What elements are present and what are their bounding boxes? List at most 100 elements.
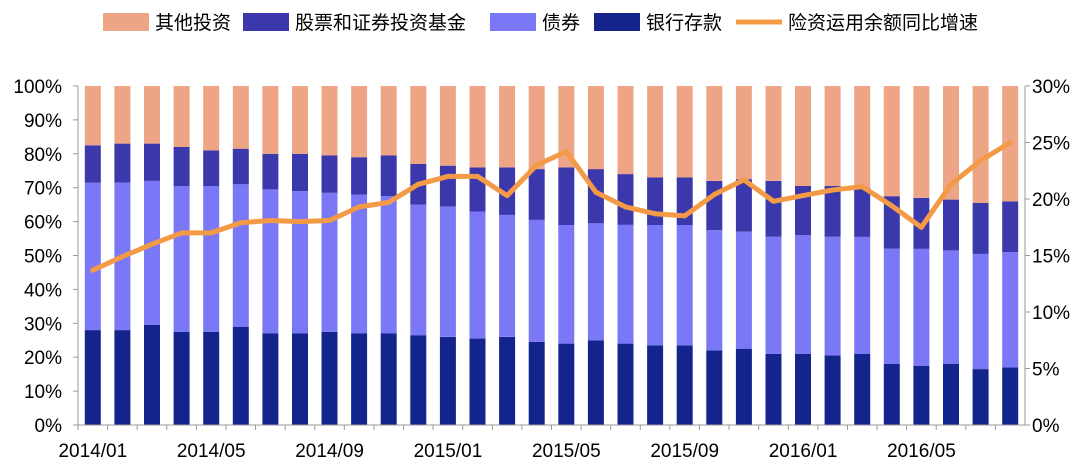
y-left-tick-label: 100% bbox=[13, 77, 62, 98]
legend-swatch-股票和证券投资基金 bbox=[243, 13, 289, 31]
growth-point-2014-07 bbox=[267, 218, 273, 223]
bar-segment-2014-09-股票和证券投资基金 bbox=[321, 155, 338, 193]
bar-segment-2015-07-其他投资 bbox=[617, 86, 634, 175]
bar-segment-2014-12-其他投资 bbox=[410, 86, 427, 164]
bar-segment-2014-10-银行存款 bbox=[351, 333, 368, 425]
bar-segment-2015-08-债券 bbox=[647, 225, 664, 346]
bar-segment-2015-06-银行存款 bbox=[587, 340, 604, 426]
bar-segment-2015-02-债券 bbox=[469, 211, 486, 339]
bar-segment-2014-01-其他投资 bbox=[84, 86, 101, 146]
bar-segment-2015-03-债券 bbox=[499, 214, 516, 337]
bar-segment-2015-04-其他投资 bbox=[528, 86, 545, 170]
bar-segment-2016-08-股票和证券投资基金 bbox=[1002, 201, 1019, 253]
bar-segment-2014-05-债券 bbox=[203, 186, 220, 332]
bar-segment-2014-02-其他投资 bbox=[114, 86, 131, 144]
bar-segment-2014-05-其他投资 bbox=[203, 86, 220, 151]
bar-segment-2016-05-银行存款 bbox=[913, 365, 930, 425]
growth-point-2016-08 bbox=[1007, 140, 1013, 145]
bar-segment-2014-11-银行存款 bbox=[380, 333, 397, 425]
bar-segment-2016-01-其他投资 bbox=[795, 86, 811, 186]
legend-label: 股票和证券投资基金 bbox=[295, 12, 466, 34]
bar-segment-2016-03-债券 bbox=[854, 236, 871, 354]
bar-segment-2014-04-其他投资 bbox=[173, 86, 190, 147]
bar-segment-2016-04-其他投资 bbox=[883, 86, 900, 197]
growth-point-2016-07 bbox=[978, 158, 984, 164]
x-tick-label: 2015/09 bbox=[650, 441, 719, 462]
growth-point-2014-06 bbox=[238, 220, 244, 226]
y-left-tick-label: 40% bbox=[24, 280, 62, 301]
bar-segment-2014-01-银行存款 bbox=[84, 330, 101, 425]
bar-segment-2014-07-债券 bbox=[262, 189, 279, 334]
bar-segment-2014-12-银行存款 bbox=[410, 335, 427, 425]
bar-segment-2015-03-股票和证券投资基金 bbox=[499, 167, 516, 215]
bar-segment-2015-07-银行存款 bbox=[617, 343, 634, 425]
legend-label: 其他投资 bbox=[155, 12, 231, 34]
bar-segment-2014-10-其他投资 bbox=[351, 86, 368, 158]
bar-segment-2016-07-股票和证券投资基金 bbox=[972, 203, 989, 254]
growth-point-2015-03 bbox=[504, 193, 510, 199]
y-left-tick-label: 30% bbox=[24, 314, 62, 335]
bar-segment-2016-08-债券 bbox=[1002, 252, 1019, 368]
bar-segment-2015-01-债券 bbox=[439, 206, 456, 337]
bars-group bbox=[84, 86, 1019, 426]
bar-segment-2015-05-银行存款 bbox=[558, 343, 575, 425]
bar-segment-2015-09-其他投资 bbox=[676, 86, 693, 178]
bar-segment-2015-10-债券 bbox=[706, 230, 723, 351]
bar-segment-2015-12-其他投资 bbox=[765, 86, 782, 181]
growth-point-2016-03 bbox=[859, 184, 865, 190]
growth-point-2014-02 bbox=[119, 254, 125, 260]
growth-point-2014-12 bbox=[415, 181, 421, 187]
y-left-tick-label: 70% bbox=[24, 179, 62, 200]
growth-point-2016-04 bbox=[889, 203, 895, 209]
bar-segment-2016-01-银行存款 bbox=[795, 353, 811, 425]
bar-segment-2014-08-股票和证券投资基金 bbox=[292, 153, 308, 192]
bar-segment-2015-01-银行存款 bbox=[439, 336, 456, 425]
bar-segment-2016-03-银行存款 bbox=[854, 353, 871, 425]
x-tick-label: 2016/01 bbox=[769, 441, 838, 462]
growth-point-2016-06 bbox=[948, 181, 954, 187]
bar-segment-2016-02-银行存款 bbox=[824, 355, 841, 425]
bar-segment-2014-05-股票和证券投资基金 bbox=[203, 150, 220, 186]
bar-segment-2016-03-其他投资 bbox=[854, 86, 871, 188]
bar-segment-2015-10-银行存款 bbox=[706, 350, 723, 425]
legend-swatch-银行存款 bbox=[594, 13, 640, 31]
growth-rate-line bbox=[90, 140, 1013, 273]
y-right-tick-label: 15% bbox=[1032, 247, 1070, 268]
bar-segment-2015-07-股票和证券投资基金 bbox=[617, 174, 634, 225]
bar-segment-2016-06-股票和证券投资基金 bbox=[943, 199, 959, 251]
bar-segment-2016-07-债券 bbox=[972, 253, 989, 370]
y-right-tick-label: 30% bbox=[1032, 77, 1070, 98]
y-right-tick-label: 20% bbox=[1032, 190, 1070, 211]
bar-segment-2015-04-银行存款 bbox=[528, 341, 545, 425]
bar-segment-2016-04-银行存款 bbox=[883, 364, 900, 425]
bar-segment-2015-06-其他投资 bbox=[587, 86, 604, 170]
growth-point-2015-12 bbox=[771, 198, 776, 204]
y-right-tick-label: 5% bbox=[1032, 360, 1060, 381]
bar-segment-2016-02-股票和证券投资基金 bbox=[824, 186, 841, 237]
bar-segment-2014-11-股票和证券投资基金 bbox=[380, 155, 397, 197]
growth-point-2015-05 bbox=[563, 149, 569, 154]
y-right-tick-label: 10% bbox=[1032, 303, 1070, 324]
legend-label: 银行存款 bbox=[646, 12, 722, 34]
growth-point-2014-11 bbox=[386, 199, 392, 205]
growth-line-group bbox=[90, 140, 1013, 273]
bar-segment-2015-06-债券 bbox=[587, 223, 604, 341]
y-left-tick-label: 10% bbox=[24, 382, 62, 403]
bar-segment-2014-08-债券 bbox=[292, 191, 308, 334]
bar-segment-2014-11-其他投资 bbox=[380, 86, 397, 156]
bar-segment-2015-05-股票和证券投资基金 bbox=[558, 167, 575, 225]
bar-segment-2014-03-银行存款 bbox=[144, 325, 160, 425]
bar-segment-2014-04-债券 bbox=[173, 186, 190, 332]
bar-segment-2015-02-其他投资 bbox=[469, 86, 486, 168]
bar-segment-2014-03-债券 bbox=[144, 180, 160, 325]
bar-segment-2014-07-银行存款 bbox=[262, 333, 279, 425]
bar-segment-2014-09-其他投资 bbox=[321, 86, 338, 156]
growth-point-2016-05 bbox=[918, 224, 924, 230]
y-right-tick-label: 0% bbox=[1032, 416, 1060, 437]
bar-segment-2014-01-债券 bbox=[84, 182, 101, 331]
bar-segment-2015-08-银行存款 bbox=[647, 345, 664, 425]
bar-segment-2014-05-银行存款 bbox=[203, 331, 220, 425]
bar-segment-2014-06-债券 bbox=[232, 184, 249, 327]
growth-point-2015-04 bbox=[534, 162, 540, 168]
bar-segment-2014-08-银行存款 bbox=[292, 333, 308, 425]
